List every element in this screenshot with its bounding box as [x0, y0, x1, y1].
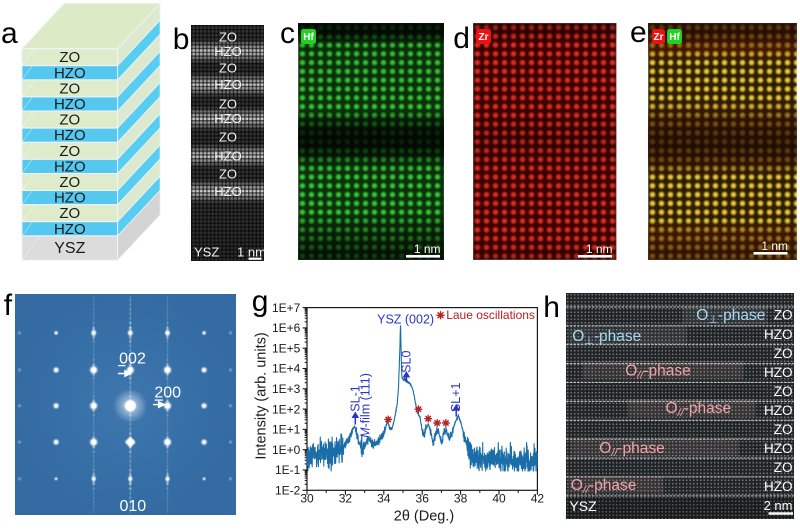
svg-text:1E-1: 1E-1: [275, 463, 301, 477]
svg-text:1E+3: 1E+3: [272, 382, 301, 396]
svg-text:Laue oscillations: Laue oscillations: [446, 308, 535, 322]
svg-text:36: 36: [416, 491, 430, 505]
svg-text:002: 002: [119, 351, 146, 368]
svg-text:Zr: Zr: [479, 32, 489, 43]
svg-text:ZO: ZO: [218, 130, 236, 145]
svg-text:1E+2: 1E+2: [272, 402, 301, 416]
svg-text:HZO: HZO: [214, 77, 241, 92]
svg-text:ZO: ZO: [59, 143, 80, 160]
svg-text:O//-phase: O//-phase: [625, 363, 691, 382]
svg-text:HZO: HZO: [764, 479, 793, 494]
svg-text:HZO: HZO: [764, 441, 793, 456]
svg-text:200: 200: [155, 385, 182, 402]
svg-text:1E+6: 1E+6: [272, 321, 301, 335]
svg-text:40: 40: [492, 491, 506, 505]
svg-text:SL-1: SL-1: [348, 385, 362, 411]
svg-text:ZO: ZO: [218, 30, 236, 45]
svg-text:1 nm: 1 nm: [586, 242, 613, 256]
svg-text:ZO: ZO: [218, 167, 236, 182]
svg-text:HZO: HZO: [214, 111, 241, 126]
svg-text:SL0: SL0: [399, 351, 413, 373]
svg-text:ZO: ZO: [218, 97, 236, 112]
svg-text:Hf: Hf: [303, 32, 314, 43]
svg-text:ZO: ZO: [774, 460, 793, 475]
svg-text:2θ (Deg.): 2θ (Deg.): [394, 509, 454, 525]
svg-text:ZO: ZO: [59, 80, 80, 97]
svg-text:38: 38: [454, 491, 468, 505]
svg-text:Hf: Hf: [669, 32, 680, 43]
svg-text:O//-phase: O//-phase: [599, 440, 665, 459]
svg-text:HZO: HZO: [214, 148, 241, 163]
svg-text:ZO: ZO: [774, 384, 793, 399]
svg-text:1E+1: 1E+1: [272, 423, 301, 437]
svg-text:O//-phase: O//-phase: [666, 400, 732, 419]
svg-text:1 nm: 1 nm: [237, 245, 264, 260]
svg-text:O⊥-phase: O⊥-phase: [572, 328, 641, 347]
svg-text:32: 32: [339, 491, 353, 505]
svg-text:42: 42: [531, 491, 544, 505]
svg-text:1E+0: 1E+0: [272, 443, 301, 457]
svg-text:ZO: ZO: [774, 308, 793, 323]
svg-text:HZO: HZO: [764, 327, 793, 342]
svg-text:34: 34: [377, 491, 391, 505]
svg-text:ZO: ZO: [774, 422, 793, 437]
svg-text:1E+4: 1E+4: [272, 362, 301, 376]
svg-text:O⊥-phase: O⊥-phase: [696, 307, 765, 326]
svg-text:HZO: HZO: [54, 190, 86, 207]
svg-text:HZO: HZO: [54, 96, 86, 113]
svg-text:010: 010: [120, 498, 147, 515]
svg-text:1 nm: 1 nm: [413, 242, 440, 256]
svg-text:YSZ: YSZ: [569, 498, 597, 514]
svg-text:YSZ (002): YSZ (002): [377, 313, 434, 327]
svg-text:1E+5: 1E+5: [272, 341, 301, 355]
svg-text:30: 30: [300, 491, 314, 505]
svg-text:1E+7: 1E+7: [272, 301, 301, 315]
svg-text:HZO: HZO: [214, 44, 241, 59]
svg-text:HZO: HZO: [54, 65, 86, 82]
svg-text:HZO: HZO: [214, 184, 241, 199]
svg-text:O//-phase: O//-phase: [571, 477, 637, 496]
svg-text:HZO: HZO: [54, 127, 86, 144]
svg-text:2 nm: 2 nm: [764, 498, 793, 513]
svg-text:ZO: ZO: [774, 346, 793, 361]
svg-text:YSZ: YSZ: [54, 240, 85, 257]
svg-text:HZO: HZO: [764, 403, 793, 418]
svg-text:M-film (111): M-film (111): [359, 373, 373, 438]
svg-text:Intensity (arb. units): Intensity (arb. units): [254, 332, 270, 459]
svg-text:ZO: ZO: [218, 60, 236, 75]
svg-text:1 nm: 1 nm: [761, 239, 788, 253]
svg-text:HZO: HZO: [764, 365, 793, 380]
svg-text:ZO: ZO: [59, 174, 80, 191]
svg-text:HZO: HZO: [54, 158, 86, 175]
svg-text:YSZ: YSZ: [194, 245, 219, 260]
svg-text:Zr: Zr: [654, 32, 664, 43]
svg-text:SL+1: SL+1: [449, 382, 463, 412]
svg-text:ZO: ZO: [59, 112, 80, 129]
svg-text:HZO: HZO: [54, 221, 86, 238]
svg-text:ZO: ZO: [59, 205, 80, 222]
svg-text:1E-2: 1E-2: [275, 484, 301, 498]
svg-text:ZO: ZO: [59, 49, 80, 66]
